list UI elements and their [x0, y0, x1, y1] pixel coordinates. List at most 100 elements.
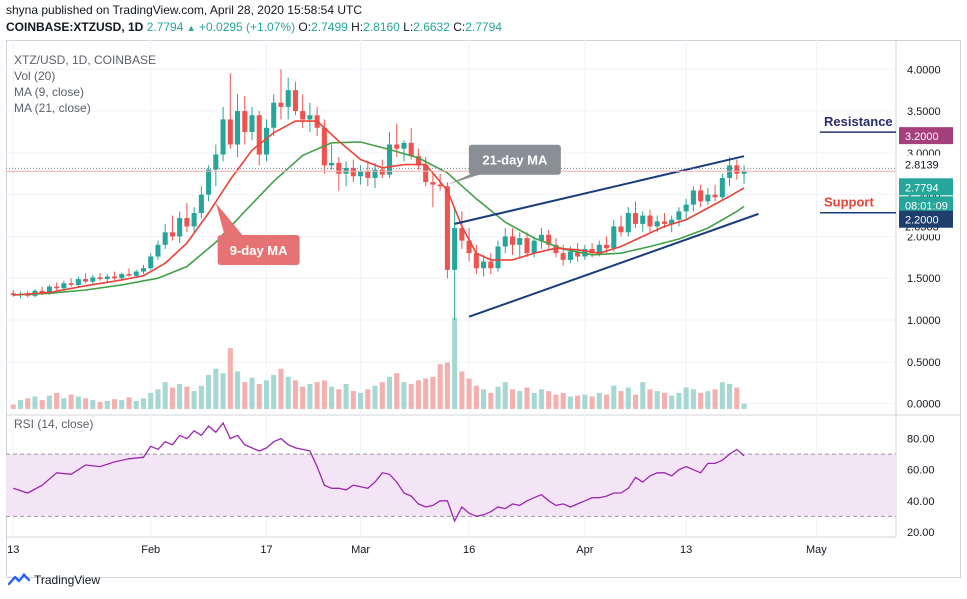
volume-bar	[191, 391, 197, 409]
candle-body	[307, 115, 313, 120]
volume-bar	[596, 392, 602, 409]
volume-bar	[452, 317, 458, 409]
volume-bar	[140, 398, 147, 409]
candle-body	[68, 283, 74, 285]
volume-bar	[227, 348, 233, 409]
volume-bar	[119, 400, 125, 409]
volume-bar	[531, 392, 537, 409]
last-price: 2.7794	[146, 20, 184, 34]
volume-bar	[321, 380, 327, 409]
candle-body	[350, 167, 356, 177]
candle-body	[148, 256, 154, 269]
candle-body	[372, 169, 378, 178]
annotation-21-pointer	[447, 166, 505, 185]
price-tick-label: 3.5000	[907, 106, 941, 118]
candle-body	[712, 194, 718, 198]
candle-body	[401, 142, 407, 149]
price-change: +0.0295 (+1.07%)	[199, 20, 296, 34]
ohlc-open-label: O:	[298, 20, 312, 34]
annotation-21-text: 21-day MA	[482, 153, 548, 168]
volume-bar	[647, 389, 653, 409]
rsi-band	[6, 454, 896, 517]
volume-bar	[32, 396, 38, 409]
candle-body	[560, 253, 566, 260]
candle-body	[546, 234, 552, 245]
volume-bar	[365, 389, 371, 409]
volume-bar	[336, 389, 342, 409]
volume-bar	[97, 401, 103, 409]
volume-bar	[54, 392, 60, 409]
rsi-line	[12, 421, 745, 523]
candle-body	[596, 244, 602, 254]
volume-bar	[727, 383, 733, 409]
time-tick-label: Mar	[351, 544, 370, 556]
volume-bar	[589, 396, 595, 409]
legend-title[interactable]: XTZ/USD, 1D, COINBASE	[14, 53, 157, 67]
candle-body	[604, 244, 610, 249]
candle-body	[119, 274, 125, 279]
volume-bar	[423, 378, 429, 409]
candle-body	[741, 171, 747, 174]
volume-bar	[719, 382, 725, 409]
rsi-tick-label: 80.00	[907, 434, 935, 446]
ohlc-close-label: C:	[453, 20, 466, 34]
candle-body	[466, 240, 472, 254]
candle-body	[423, 164, 429, 183]
candle-body	[473, 253, 479, 269]
volume-bar	[307, 383, 313, 409]
volume-bar	[10, 404, 16, 409]
annotation-9-text: 9-day MA	[230, 243, 288, 258]
ma9-line	[13, 120, 745, 296]
volume-bar	[524, 387, 530, 409]
legend-ma21[interactable]: MA (21, close)	[14, 101, 91, 115]
candle-body	[589, 248, 595, 254]
time-tick-label: May	[806, 544, 827, 556]
candle-body	[133, 271, 139, 276]
footer-brand[interactable]: TradingView	[8, 572, 100, 588]
volume-bar	[263, 380, 270, 409]
candle-body	[83, 279, 89, 282]
candle-body	[495, 246, 501, 269]
candle-body	[567, 251, 573, 260]
candle-body	[126, 274, 132, 276]
candle-body	[285, 90, 291, 107]
price-level-badge	[899, 127, 953, 145]
volume-bar	[61, 398, 67, 409]
volume-bar	[162, 382, 168, 409]
volume-bar	[220, 373, 226, 409]
candle-body	[336, 162, 342, 174]
volume-bar	[235, 371, 241, 409]
candle-body	[112, 276, 118, 279]
candle-body	[517, 238, 523, 245]
volume-bar	[75, 396, 81, 409]
candle-body	[213, 154, 219, 170]
volume-bar	[712, 389, 718, 409]
candle-body	[278, 102, 284, 107]
volume-bar	[502, 382, 508, 409]
volume-bar	[300, 386, 306, 409]
candle-body	[242, 111, 248, 132]
legend-ma9[interactable]: MA (9, close)	[14, 85, 85, 99]
volume-bar	[444, 362, 450, 409]
volume-bar	[17, 400, 24, 409]
volume-bar	[169, 387, 175, 409]
volume-bar	[669, 395, 675, 409]
volume-bar	[640, 382, 646, 409]
legend-vol[interactable]: Vol (20)	[14, 69, 56, 83]
volume-bar	[206, 374, 212, 409]
candle-body	[575, 251, 581, 257]
volume-bar	[358, 392, 364, 409]
candle-body	[719, 177, 725, 198]
candle-body	[488, 261, 494, 269]
price-level-label: 2.8139	[905, 159, 939, 171]
volume-bar	[83, 398, 89, 409]
volume-bar	[690, 389, 696, 409]
volume-bar	[705, 391, 711, 409]
rsi-tick-label: 60.00	[907, 465, 935, 477]
volume-bar	[329, 386, 335, 409]
volume-bar	[278, 368, 284, 409]
volume-bar	[437, 364, 443, 409]
price-tick-label: 0.5000	[907, 357, 941, 369]
symbol-name[interactable]: COINBASE:XTZUSD, 1D	[6, 20, 144, 34]
